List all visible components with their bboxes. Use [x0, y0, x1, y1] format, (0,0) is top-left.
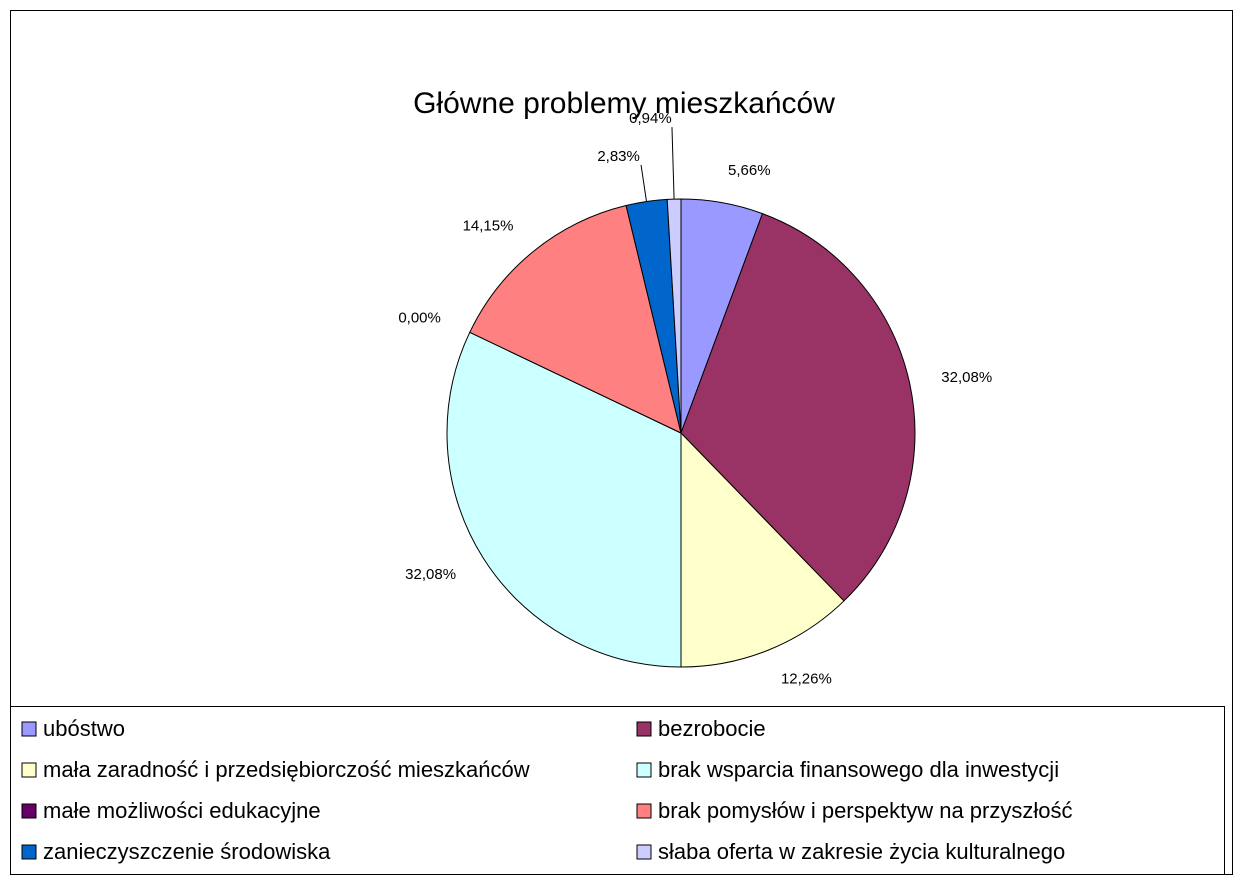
pie-slice: [680, 212, 916, 602]
legend-label: małe możliwości edukacyjne: [43, 798, 321, 823]
legend-label: bezrobocie: [658, 716, 766, 741]
legend-swatch: [21, 762, 37, 778]
legend-swatch: [21, 844, 37, 860]
leader-line: [671, 127, 675, 200]
legend-swatch: [636, 844, 652, 860]
data-label: 12,26%: [781, 670, 832, 687]
data-label: 5,66%: [728, 162, 771, 179]
data-label: 2,83%: [597, 148, 640, 165]
leader-line: [640, 164, 647, 202]
legend-box: [10, 706, 1225, 875]
legend-swatch: [636, 721, 652, 737]
legend-swatch: [21, 803, 37, 819]
legend-swatch: [636, 762, 652, 778]
legend-label: ubóstwo: [43, 716, 125, 741]
pie-slice: [680, 431, 845, 668]
legend-label: mała zaradność i przedsiębiorczość miesz…: [43, 757, 530, 782]
chart-title: Główne problemy mieszkańców: [413, 87, 835, 120]
legend-label: brak wsparcia finansowego dla inwestycji: [658, 757, 1059, 782]
data-label: 14,15%: [463, 217, 514, 234]
legend-label: słaba oferta w zakresie życia kulturalne…: [658, 839, 1065, 864]
legend-swatch: [636, 803, 652, 819]
data-label: 0,00%: [398, 310, 441, 327]
legend-label: brak pomysłów i perspektyw na przyszłość: [658, 798, 1072, 823]
legend-label: zanieczyszczenie środowiska: [43, 839, 331, 864]
pie-slice: [666, 198, 682, 434]
pie-slice: [469, 204, 682, 434]
pie-slice: [446, 331, 682, 668]
data-label: 32,08%: [941, 369, 992, 386]
legend-swatch: [21, 721, 37, 737]
data-label: 0,94%: [629, 110, 672, 127]
data-label: 32,08%: [405, 566, 456, 583]
